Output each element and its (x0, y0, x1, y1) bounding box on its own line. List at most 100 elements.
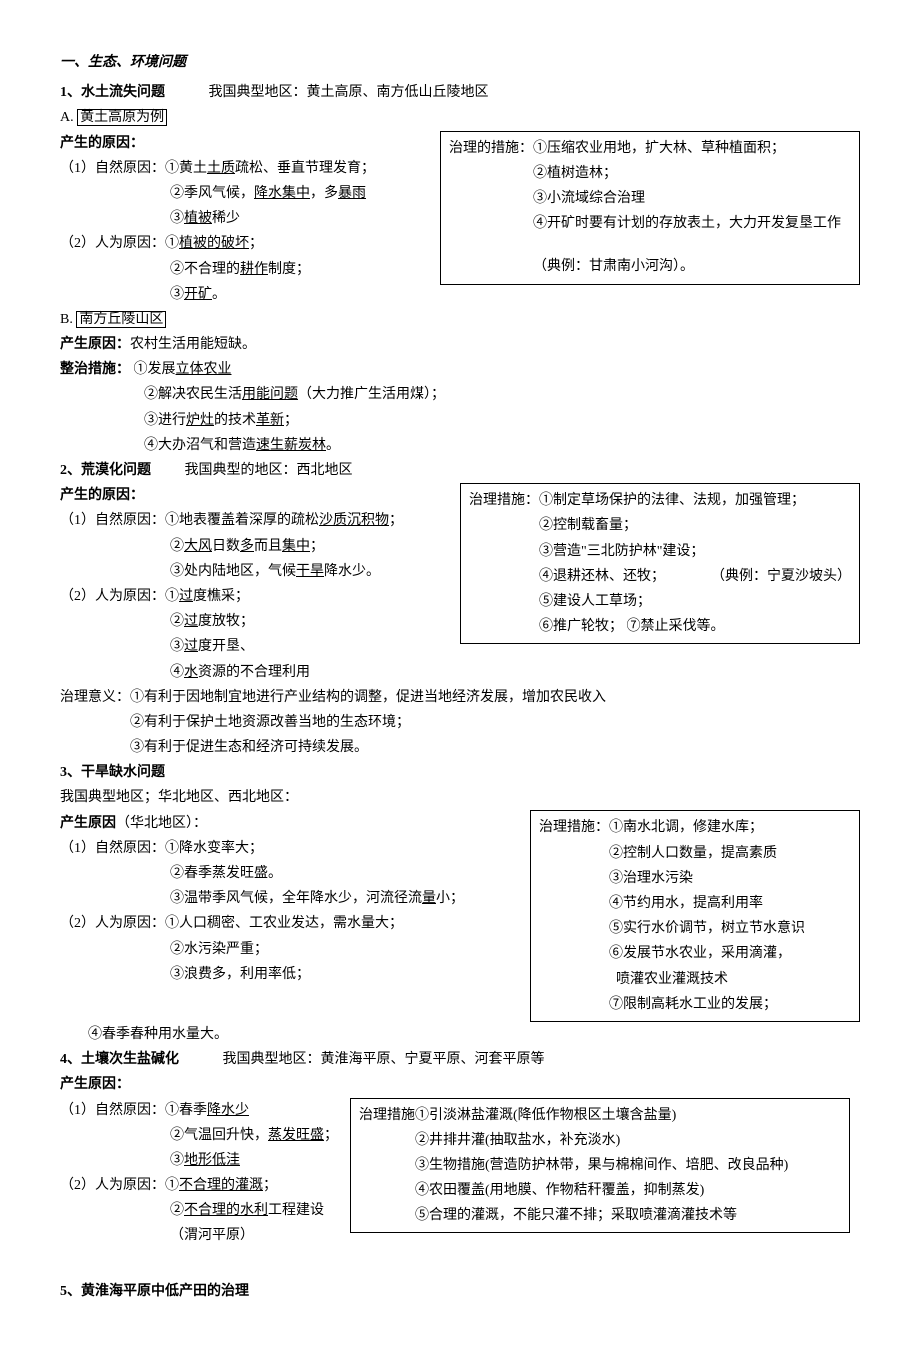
s5-title: 5、黄淮海平原中低产田的治理 (60, 1279, 860, 1304)
s3-box-l5: ⑤实行水价调节，树立节水意识 (539, 916, 851, 941)
s3-hum4: ④春季春种用水量大。 (60, 1022, 860, 1047)
s1-box1-l3: ③小流域综合治理 (449, 186, 851, 211)
s2-nat2-suffix: ； (310, 539, 324, 554)
s4-hum2-suffix: 工程建设 (268, 1203, 324, 1218)
s1-b-fix2-suffix: （大力推广生活用煤）； (298, 387, 445, 402)
s2-hum4-u: 水 (184, 665, 198, 680)
s3-nat1: ①降水变率大； (165, 841, 263, 856)
s1-a-prefix: A. (60, 110, 77, 125)
s2-box-l3: ③营造"三北防护林"建设； (469, 539, 851, 564)
s2-nat2-mid2: 而且 (254, 539, 282, 554)
s3-box-l4: ④节约用水，提高利用率 (539, 891, 851, 916)
s4-hum2-u: 不合理的水利 (184, 1203, 268, 1218)
s2-box-l4a: ④退耕还林、还牧； (539, 564, 665, 589)
s3-hum2: ②水污染严重； (60, 937, 520, 962)
s1-nat1-prefix: （1）自然原因：①黄土 (60, 161, 207, 176)
s3-nat3-prefix: ③温带季风气候，全年降水少，河流径流 (170, 891, 422, 906)
s4-hum2-prefix: ② (170, 1203, 184, 1218)
s3-box-l6: ⑥发展节水农业，采用滴灌， (539, 941, 851, 966)
s1-b-fix-label: 整治措施： (60, 362, 130, 377)
s1-box1-l1: 治理的措施：①压缩农业用地，扩大林、草种植面积； (449, 136, 851, 161)
s1-hum2-prefix: ②不合理的 (170, 262, 240, 277)
s1-nat3-prefix: ③ (170, 211, 184, 226)
s1-b-prefix: B. (60, 312, 76, 327)
s4-nat2-u: 蒸发旺盛 (268, 1128, 324, 1143)
s2-sig2: ②有利于保护土地资源改善当地的生态环境； (60, 710, 860, 735)
s3-box-l7: 喷灌农业灌溉技术 (539, 967, 851, 992)
s2-hum2-prefix: ② (170, 614, 184, 629)
s1-b-fix4-prefix: ④大办沼气和营造 (144, 438, 256, 453)
s2-nat2-u2: 多 (240, 539, 254, 554)
s1-b-label: 南方丘陵山区 (76, 311, 166, 328)
s1-hum3-u: 开矿 (184, 287, 212, 302)
s4-title: 4、土壤次生盐碱化 (60, 1052, 179, 1067)
s1-a-label: 黄土高原为例 (77, 109, 167, 126)
s2-hum1-u: 过 (179, 589, 193, 604)
s2-sig-label: 治理意义： (60, 690, 130, 705)
s2-box-l1: 治理措施：①制定草场保护的法律、法规，加强管理； (469, 488, 851, 513)
s2-hum1-prefix: ① (165, 589, 179, 604)
s2-nat2-u3: 集中 (282, 539, 310, 554)
s2-box-l2: ②控制载畜量； (469, 513, 851, 538)
s2-nat2-mid1: 日数 (212, 539, 240, 554)
section-4: 4、土壤次生盐碱化 我国典型地区：黄淮海平原、宁夏平原、河套平原等 产生原因： … (60, 1047, 860, 1249)
s3-box-l2: ②控制人口数量，提高素质 (539, 841, 851, 866)
s2-sig3: ③有利于促进生态和经济可持续发展。 (60, 735, 860, 760)
s1-nat1-suffix: 疏松、垂直节理发育； (235, 161, 375, 176)
s4-box-l4: ④农田覆盖(用地膜、作物秸秆覆盖，抑制蒸发) (359, 1178, 841, 1203)
s1-b-fix3-u2: 革新 (256, 413, 284, 428)
s4-nat2-prefix: ②气温回升快， (170, 1128, 268, 1143)
s2-hum4-suffix: 资源的不合理利用 (198, 665, 310, 680)
s2-hum3-u: 过 (184, 639, 198, 654)
s1-hum1-suffix: ； (249, 236, 263, 251)
s3-title: 3、干旱缺水问题 (60, 760, 860, 785)
s2-hum1-suffix: 度樵采； (193, 589, 249, 604)
s1-hum3-suffix: 。 (212, 287, 226, 302)
s1-hum2-u: 耕作 (240, 262, 268, 277)
s1-hum-label: （2）人为原因： (60, 236, 165, 251)
s2-nat-label: （1）自然原因：①地表覆盖着深厚的疏松 (60, 513, 319, 528)
s1-b-fix3-suffix: ； (284, 413, 298, 428)
s3-cause-label: 产生原因 (60, 816, 116, 831)
s2-nat1-u: 沙质沉积物 (319, 513, 389, 528)
s2-nat2-prefix: ② (170, 539, 184, 554)
s3-box-l3: ③治理水污染 (539, 866, 851, 891)
s1-hum2-suffix: 制度； (268, 262, 310, 277)
s4-hum-label: （2）人为原因： (60, 1178, 165, 1193)
s1-b-fix2-u: 用能问题 (242, 387, 298, 402)
s2-region: 我国典型的地区：西北地区 (185, 463, 353, 478)
s3-nat2: ②春季蒸发旺盛。 (60, 861, 520, 886)
s2-hum3-prefix: ③ (170, 639, 184, 654)
s1-nat2-u2: 暴雨 (338, 186, 366, 201)
s2-nat3-u: 干旱 (296, 564, 324, 579)
s2-box-l5: ⑤建设人工草场； (469, 589, 851, 614)
s1-nat3-suffix: 稀少 (212, 211, 240, 226)
s1-box1-l5: （典例：甘肃南小河沟）。 (449, 254, 851, 279)
s3-nat3-u: 量 (422, 891, 436, 906)
s4-region: 我国典型地区：黄淮海平原、宁夏平原、河套平原等 (223, 1052, 545, 1067)
s1-b-cause: 农村生活用能短缺。 (130, 337, 256, 352)
s1-hum1-prefix: ① (165, 236, 179, 251)
s3-box-l8: ⑦限制高耗水工业的发展； (539, 992, 851, 1017)
s2-hum2-u: 过 (184, 614, 198, 629)
s2-hum2-suffix: 度放牧； (198, 614, 254, 629)
s4-nat3-prefix: ③ (170, 1153, 184, 1168)
s1-b-cause-label: 产生原因： (60, 337, 130, 352)
s2-cause-label: 产生的原因： (60, 483, 450, 508)
s3-region: 我国典型地区；华北地区、西北地区： (60, 785, 520, 810)
s4-hum3: （渭河平原） (60, 1223, 340, 1248)
s2-sig1: ①有利于因地制宜地进行产业结构的调整，促进当地经济发展，增加农民收入 (130, 690, 606, 705)
s1-nat2-u: 降水集中 (254, 186, 310, 201)
s3-nat3-suffix: 小； (436, 891, 464, 906)
s4-hum1-u: 不合理的灌溉 (179, 1178, 263, 1193)
s3-cause-suffix: （华北地区）： (116, 816, 207, 831)
s4-box-l1: 治理措施①引淡淋盐灌溉(降低作物根区土壤含盐量) (359, 1103, 841, 1128)
s1-nat3-u: 植被 (184, 211, 212, 226)
section-1: 1、水土流失问题 我国典型地区：黄土高原、南方低山丘陵地区 A. 黄土高原为例 … (60, 80, 860, 458)
s4-nat1-u: 降水少 (207, 1103, 249, 1118)
s3-box-l1: 治理措施：①南水北调，修建水库； (539, 815, 851, 840)
s1-b-fix1-prefix: ①发展 (134, 362, 176, 377)
s1-box1-l2: ②植树造林； (449, 161, 851, 186)
s1-title: 1、水土流失问题 (60, 85, 165, 100)
s2-hum-label: （2）人为原因： (60, 589, 165, 604)
